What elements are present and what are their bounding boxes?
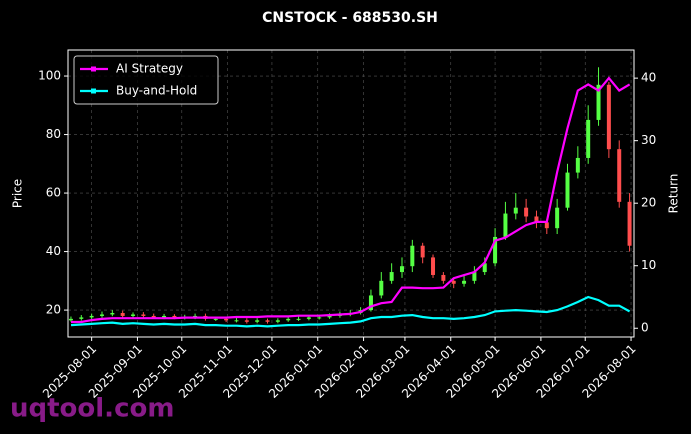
legend-label: Buy-and-Hold bbox=[116, 84, 197, 98]
candle-body bbox=[399, 266, 404, 273]
candle-body bbox=[565, 172, 570, 208]
candle-body bbox=[555, 207, 560, 229]
candle-body bbox=[503, 213, 508, 237]
candle-body bbox=[327, 315, 332, 318]
candle-body bbox=[99, 314, 104, 316]
candle-body bbox=[431, 257, 436, 275]
y2-tick-label: 20 bbox=[641, 196, 656, 210]
candle-body bbox=[389, 272, 394, 281]
y2-tick-label: 10 bbox=[641, 258, 656, 272]
y2-tick-label: 30 bbox=[641, 133, 656, 147]
candle-body bbox=[224, 318, 229, 321]
candle-body bbox=[141, 314, 146, 316]
candle-body bbox=[524, 207, 529, 217]
candle-body bbox=[286, 318, 291, 321]
chart-title: CNSTOCK - 688530.SH bbox=[262, 10, 438, 26]
plot-frame bbox=[67, 49, 635, 338]
candle-body bbox=[544, 222, 549, 229]
candle-body bbox=[575, 157, 580, 173]
candle-body bbox=[234, 320, 239, 322]
candle-body bbox=[493, 236, 498, 264]
candle-body bbox=[255, 320, 260, 322]
watermark: uqtool.com bbox=[10, 394, 174, 424]
candle-body bbox=[368, 295, 373, 311]
y-tick-label: 60 bbox=[46, 186, 61, 200]
candle-body bbox=[482, 263, 487, 273]
y2-tick-label: 0 bbox=[641, 321, 649, 335]
candle-body bbox=[596, 84, 601, 120]
candle-body bbox=[627, 201, 632, 246]
y-tick-label: 80 bbox=[46, 127, 61, 141]
candle-body bbox=[162, 315, 167, 318]
candle-body bbox=[606, 84, 611, 150]
y-tick-label: 100 bbox=[38, 69, 61, 83]
y2-tick-label: 40 bbox=[641, 71, 656, 85]
candle-body bbox=[462, 280, 467, 284]
candle-body bbox=[151, 315, 156, 318]
candle-body bbox=[89, 315, 94, 318]
y-tick-label: 40 bbox=[46, 244, 61, 258]
legend-marker bbox=[91, 66, 96, 72]
y2-axis-label: Return bbox=[667, 174, 681, 214]
candle-body bbox=[472, 272, 477, 281]
candle-body bbox=[410, 245, 415, 267]
candle-body bbox=[213, 318, 218, 320]
legend-label: AI Strategy bbox=[116, 62, 183, 76]
y-tick-label: 20 bbox=[46, 303, 61, 317]
candle-body bbox=[586, 119, 591, 158]
series-line bbox=[71, 76, 631, 324]
candle-body bbox=[265, 320, 270, 322]
candle-body bbox=[513, 207, 518, 214]
candle-body bbox=[420, 245, 425, 258]
candle-body bbox=[120, 313, 125, 316]
candle-body bbox=[317, 317, 322, 319]
legend-marker bbox=[91, 88, 96, 94]
legend-box bbox=[73, 55, 219, 105]
candle-body bbox=[110, 313, 115, 315]
series-line bbox=[70, 295, 631, 328]
candle-body bbox=[306, 317, 311, 319]
candle-body bbox=[534, 216, 539, 223]
candle-body bbox=[131, 314, 136, 316]
candle-body bbox=[79, 317, 84, 319]
candle-body bbox=[441, 274, 446, 281]
y-axis-label: Price bbox=[11, 179, 25, 208]
candle-body bbox=[244, 320, 249, 322]
candle-body bbox=[451, 280, 456, 284]
candle-body bbox=[275, 320, 280, 322]
candle-body bbox=[296, 318, 301, 320]
candle-body bbox=[617, 149, 622, 202]
candle-body bbox=[172, 315, 177, 318]
candle-body bbox=[379, 280, 384, 296]
candle-body bbox=[68, 318, 73, 321]
